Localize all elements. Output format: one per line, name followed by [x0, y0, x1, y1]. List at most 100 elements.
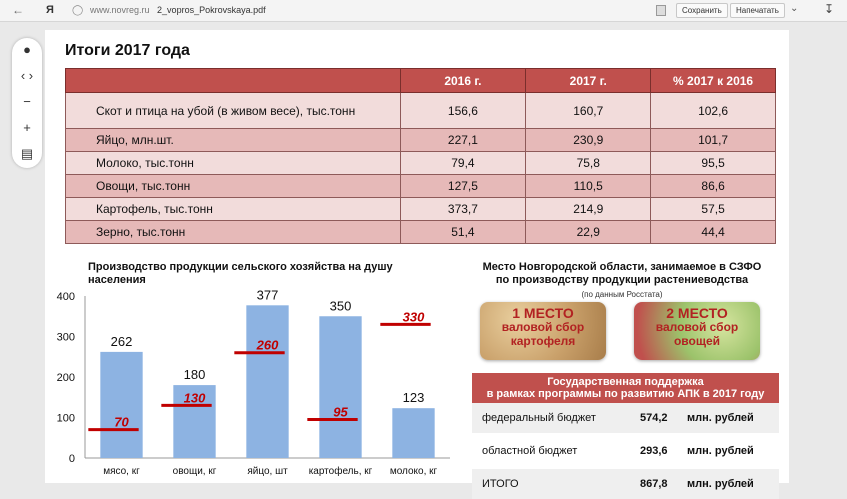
support-row: федеральный бюджет 574,2 млн. рублей: [472, 403, 779, 433]
support-header: Государственная поддержка в рамках прогр…: [472, 373, 779, 403]
value-2016: 127,5: [399, 174, 527, 198]
marker-value-label: 70: [114, 415, 129, 430]
value-2016: 79,4: [399, 151, 527, 175]
bar: [392, 408, 435, 458]
address-bar[interactable]: www.novreg.ru 2_vopros_Pokrovskaya.pdf: [90, 5, 266, 15]
table-header: [65, 68, 401, 93]
place-line: овощей: [673, 334, 721, 348]
chart-title: Производство продукции сельского хозяйст…: [88, 261, 393, 286]
dot-icon[interactable]: ●: [23, 42, 31, 57]
table-header: 2016 г.: [399, 68, 527, 93]
y-tick-label: 200: [57, 372, 75, 384]
bar-value-label: 262: [111, 334, 133, 349]
zoom-out-icon[interactable]: −: [23, 94, 31, 109]
pdf-side-toolbar: ● ‹ › − + ▤: [12, 38, 42, 168]
support-unit: млн. рублей: [687, 445, 754, 457]
row-label: Зерно, тыс.тонн: [65, 220, 401, 244]
bar: [100, 351, 143, 458]
page-nav-icon[interactable]: ‹ ›: [20, 68, 34, 83]
support-label: областной бюджет: [482, 445, 578, 457]
bar-value-label: 377: [257, 288, 279, 302]
support-label: ИТОГО: [482, 478, 519, 490]
download-icon[interactable]: ↧: [824, 2, 835, 16]
value-2016: 156,6: [399, 92, 527, 129]
url-domain: www.novreg.ru: [90, 5, 150, 15]
value-percent: 57,5: [650, 197, 776, 221]
save-button[interactable]: Сохранить: [676, 3, 728, 18]
place-line: картофеля: [510, 334, 576, 348]
ranking-title-line2: по производству продукции растениеводств…: [495, 274, 749, 286]
row-label: Скот и птица на убой (в живом весе), тыс…: [65, 92, 401, 129]
place-line: валовой сбор: [655, 320, 739, 334]
row-label: Картофель, тыс.тонн: [65, 197, 401, 221]
place-rank: 1 МЕСТО: [512, 305, 574, 321]
support-label: федеральный бюджет: [482, 412, 596, 424]
value-percent: 86,6: [650, 174, 776, 198]
value-2017: 214,9: [525, 197, 652, 221]
x-tick-label: мясо, кг: [103, 466, 140, 477]
table-row: Молоко, тыс.тонн 79,4 75,8 95,5: [65, 151, 776, 175]
value-percent: 101,7: [650, 128, 776, 152]
marker-value-label: 95: [333, 405, 348, 420]
value-2016: 51,4: [399, 220, 527, 244]
place-rank: 2 МЕСТО: [666, 305, 728, 321]
marker-value-label: 260: [256, 338, 279, 353]
table-row: Яйцо, млн.шт. 227,1 230,9 101,7: [65, 128, 776, 152]
marker-value-label: 330: [403, 309, 425, 324]
globe-icon: ◯: [72, 5, 84, 16]
row-label: Молоко, тыс.тонн: [65, 151, 401, 175]
browser-logo: Я: [46, 4, 54, 16]
ranking-title-line1: Место Новгородской области, занимаемое в…: [482, 261, 762, 273]
value-2017: 22,9: [525, 220, 652, 244]
value-percent: 102,6: [650, 92, 776, 129]
value-percent: 95,5: [650, 151, 776, 175]
support-row: ИТОГО 867,8 млн. рублей: [472, 469, 779, 499]
marker-value-label: 130: [184, 390, 206, 405]
support-value: 293,6: [640, 445, 668, 457]
table-header: % 2017 к 2016: [650, 68, 776, 93]
table-row: Картофель, тыс.тонн 373,7 214,9 57,5: [65, 197, 776, 221]
bar-value-label: 123: [403, 390, 425, 405]
value-2017: 230,9: [525, 128, 652, 152]
fit-page-icon[interactable]: ▤: [20, 146, 34, 161]
document-icon[interactable]: [656, 5, 666, 16]
value-2017: 160,7: [525, 92, 652, 129]
per-capita-bar-chart: 0 100 200 300 400 262 мясо, кг 70 180 овощи, кг 13…: [57, 288, 450, 477]
value-2016: 373,7: [399, 197, 527, 221]
x-tick-label: картофель, кг: [309, 465, 373, 477]
zoom-in-icon[interactable]: +: [23, 120, 31, 135]
support-unit: млн. рублей: [687, 478, 754, 490]
bar-value-label: 350: [330, 298, 352, 313]
first-place-badge: 1 МЕСТО валовой сбор картофеля: [480, 302, 606, 360]
y-tick-label: 0: [69, 453, 75, 465]
row-label: Овощи, тыс.тонн: [65, 174, 401, 198]
support-row: областной бюджет 293,6 млн. рублей: [472, 436, 779, 466]
bar: [246, 305, 289, 458]
chevron-down-icon[interactable]: ⌄: [790, 3, 799, 14]
ranking-title: Место Новгородской области, занимаемое в…: [463, 261, 781, 287]
y-tick-label: 100: [57, 413, 75, 425]
value-percent: 44,4: [650, 220, 776, 244]
support-value: 574,2: [640, 412, 668, 424]
table-header: 2017 г.: [525, 68, 652, 93]
y-tick-label: 300: [57, 332, 75, 344]
page-title: Итоги 2017 года: [65, 42, 190, 59]
support-title: Государственная поддержка: [547, 376, 704, 388]
bar: [319, 316, 362, 458]
bar: [173, 385, 216, 458]
support-value: 867,8: [640, 478, 668, 490]
x-tick-label: молоко, кг: [390, 466, 438, 477]
second-place-badge: 2 МЕСТО валовой сбор овощей: [634, 302, 760, 360]
value-2017: 75,8: [525, 151, 652, 175]
y-tick-label: 400: [57, 291, 75, 303]
value-2017: 110,5: [525, 174, 652, 198]
ranking-source: (по данным Росстата): [581, 290, 663, 299]
url-path: 2_vopros_Pokrovskaya.pdf: [157, 5, 266, 15]
support-unit: млн. рублей: [687, 412, 754, 424]
place-line: валовой сбор: [501, 320, 585, 334]
support-subtitle: в рамках программы по развитию АПК в 201…: [486, 388, 765, 400]
table-row: Скот и птица на убой (в живом весе), тыс…: [65, 92, 776, 129]
back-icon[interactable]: ←: [12, 3, 24, 17]
print-button[interactable]: Напечатать: [730, 3, 785, 18]
pdf-page: Итоги 2017 года 2016 г. 2017 г. % 2017 к…: [45, 30, 789, 499]
